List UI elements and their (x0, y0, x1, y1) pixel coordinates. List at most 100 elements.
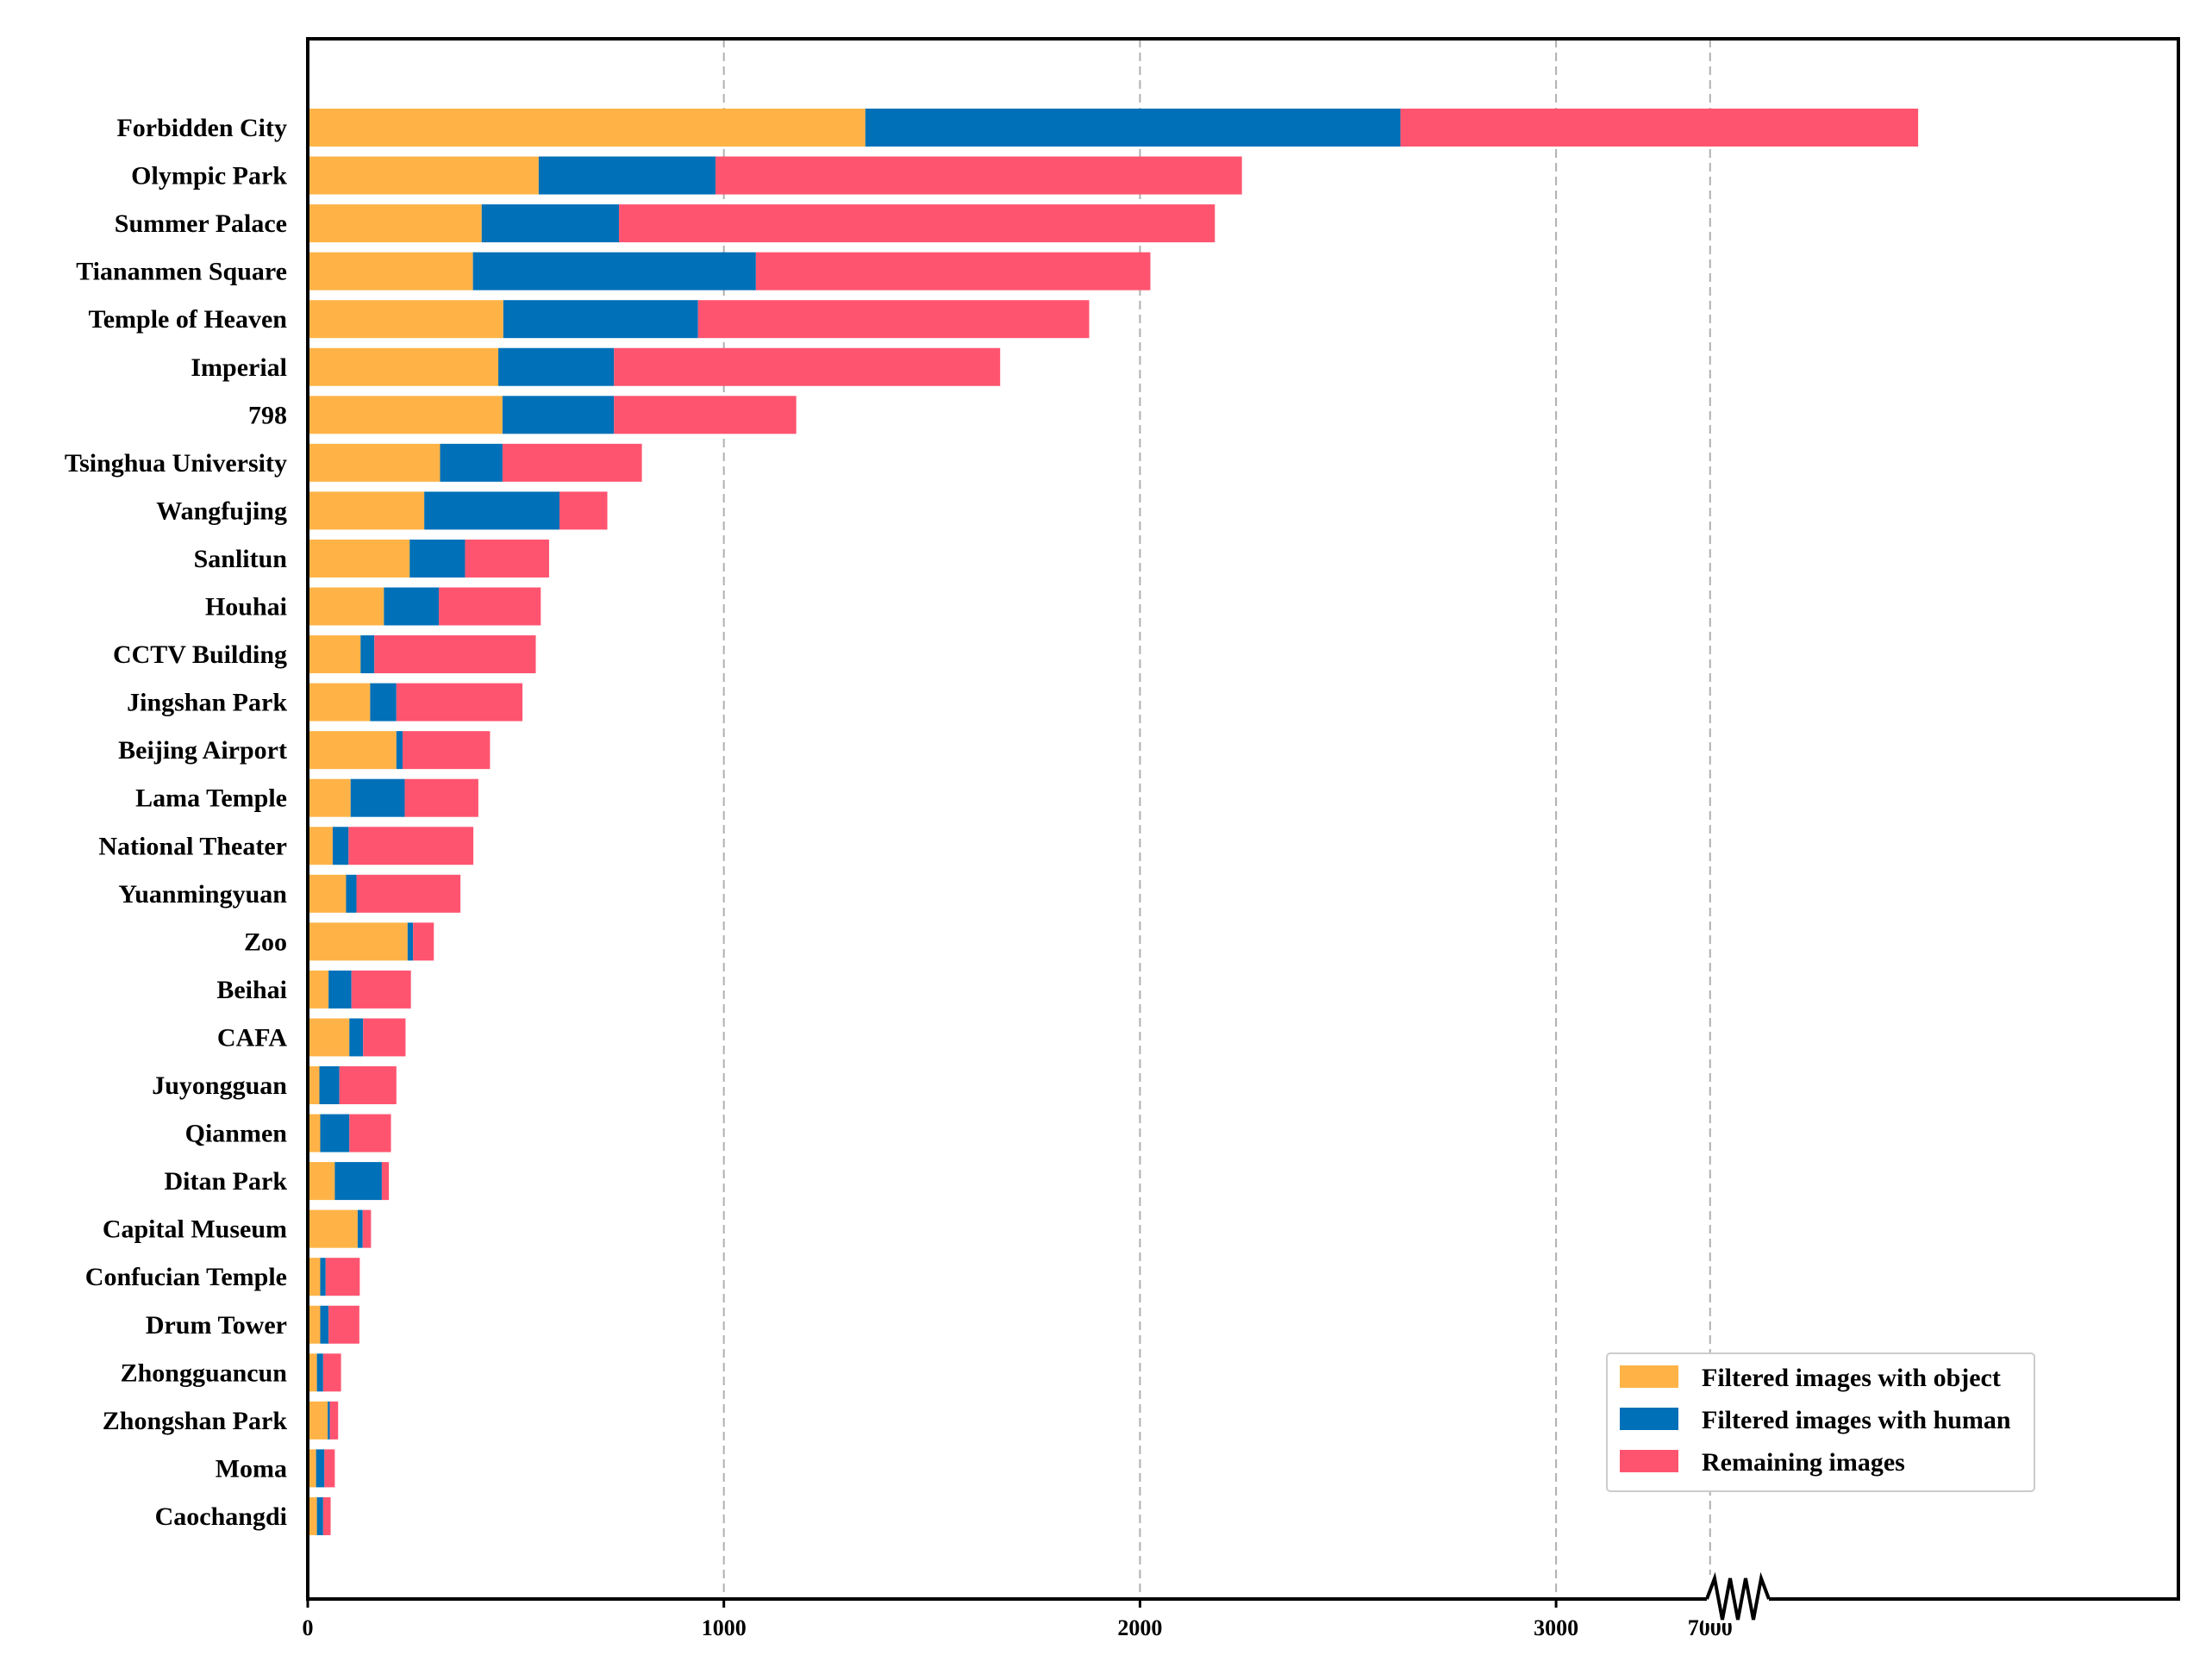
bar-segment-3 (328, 1305, 359, 1344)
bar-segment-1 (308, 396, 503, 434)
bar-segment-2 (538, 156, 716, 195)
legend-label: Filtered images with object (1702, 1364, 2001, 1392)
bar-segment-3 (619, 204, 1215, 243)
bar-segment-1 (308, 300, 503, 339)
bar-segment-2 (316, 1496, 323, 1535)
bars (308, 109, 1919, 1535)
bar-segment-2 (320, 1258, 326, 1296)
legend-label: Filtered images with human (1702, 1406, 2011, 1434)
bar-segment-1 (308, 443, 441, 482)
bar-segment-3 (349, 1114, 391, 1152)
bar-segment-2 (396, 731, 403, 770)
bar-segment-3 (403, 731, 491, 770)
bar-segment-2 (320, 1114, 350, 1152)
bar-segment-1 (308, 1353, 317, 1392)
y-tick-label: CAFA (217, 1023, 287, 1052)
bar-segment-2 (384, 587, 440, 626)
y-tick-label: Ditan Park (165, 1167, 288, 1196)
bar-segment-3 (348, 827, 474, 865)
bar-segment-2 (334, 1162, 382, 1201)
bar-segment-2 (328, 970, 352, 1009)
bar-segment-3 (614, 396, 797, 434)
bar-segment-1 (308, 587, 384, 626)
y-tick-label: Qianmen (185, 1120, 288, 1148)
bar-segment-3 (339, 1066, 397, 1104)
bar-segment-1 (308, 635, 361, 674)
axis-break-mark (1702, 1571, 1774, 1623)
bar-segment-2 (503, 300, 698, 339)
y-tick-label: Beihai (216, 976, 287, 1004)
bar-segment-2 (502, 396, 615, 434)
x-tick-label: 1000 (702, 1615, 747, 1640)
bar-segment-1 (308, 347, 499, 386)
bar-segment-3 (356, 874, 461, 913)
bar-segment-2 (319, 1066, 340, 1104)
y-tick-label: Lama Temple (135, 784, 287, 813)
bar-segment-1 (308, 1018, 350, 1057)
bar-segment-3 (322, 1496, 331, 1535)
bar-segment-3 (324, 1449, 335, 1488)
bar-segment-3 (404, 778, 478, 817)
legend-swatch (1620, 1450, 1678, 1472)
bar-segment-2 (865, 109, 1401, 147)
bar-segment-1 (308, 156, 539, 195)
bar-segment-3 (363, 1018, 406, 1057)
bar-segment-2 (440, 443, 503, 482)
bar-segment-2 (370, 683, 397, 721)
bar-segment-3 (362, 1209, 372, 1248)
y-tick-label: Zhongguancun (121, 1359, 288, 1387)
bar-segment-1 (308, 1162, 335, 1201)
y-tick-label: Houhai (205, 593, 287, 622)
bar-segment-2 (360, 635, 375, 674)
x-axis: 0 1000 2000 3000 7000 (303, 1599, 1733, 1640)
bar-segment-3 (322, 1353, 341, 1392)
plot-frame (306, 37, 2180, 1601)
bar-segment-2 (407, 922, 414, 961)
bar-segment-3 (374, 635, 536, 674)
y-tick-label: Capital Museum (103, 1215, 287, 1244)
x-tick-label: 2000 (1117, 1615, 1162, 1640)
y-tick-label: Juyongguan (152, 1071, 287, 1100)
bar-segment-3 (381, 1162, 390, 1201)
bar-segment-2 (424, 491, 560, 530)
bar-segment-1 (308, 731, 397, 770)
bar-segment-3 (755, 252, 1151, 290)
y-tick-label: Wangfujing (156, 497, 287, 525)
bar-segment-3 (325, 1258, 360, 1296)
bar-segment-1 (308, 922, 408, 961)
bar-segment-1 (308, 827, 333, 865)
bar-segment-3 (697, 300, 1090, 339)
bar-segment-1 (308, 970, 329, 1009)
bar-segment-1 (308, 1209, 358, 1248)
bar-segment-3 (502, 443, 642, 482)
grid-lines (722, 39, 1711, 1599)
bar-segment-2 (320, 1305, 329, 1344)
x-tick-label: 3000 (1534, 1615, 1578, 1640)
bar-segment-3 (715, 156, 1242, 195)
y-tick-label: Yuanmingyuan (118, 880, 287, 909)
bar-segment-3 (351, 970, 411, 1009)
x-tick-label: 0 (303, 1615, 314, 1640)
legend-swatch (1620, 1408, 1678, 1430)
y-tick-label: Sanlitun (194, 545, 288, 573)
bar-segment-3 (439, 587, 541, 626)
bar-segment-1 (308, 109, 865, 147)
y-tick-label: Tiananmen Square (76, 258, 287, 286)
y-tick-label: Temple of Heaven (88, 305, 287, 334)
bar-segment-2 (316, 1449, 325, 1488)
bar-segment-1 (308, 1496, 317, 1535)
bar-segment-2 (350, 778, 405, 817)
legend: Filtered images with object Filtered imag… (1606, 1352, 2035, 1492)
y-tick-label: Forbidden City (116, 114, 287, 142)
bar-segment-3 (329, 1401, 339, 1440)
bar-segment-3 (396, 683, 523, 721)
y-tick-label: National Theater (98, 832, 287, 860)
legend-label: Remaining images (1702, 1448, 1905, 1477)
y-tick-label: Zhongshan Park (103, 1407, 288, 1435)
y-tick-label: 798 (248, 401, 287, 429)
legend-swatch (1620, 1365, 1678, 1388)
y-tick-label: Caochangdi (155, 1502, 287, 1531)
bar-segment-1 (308, 252, 473, 290)
bar-segment-2 (481, 204, 620, 243)
